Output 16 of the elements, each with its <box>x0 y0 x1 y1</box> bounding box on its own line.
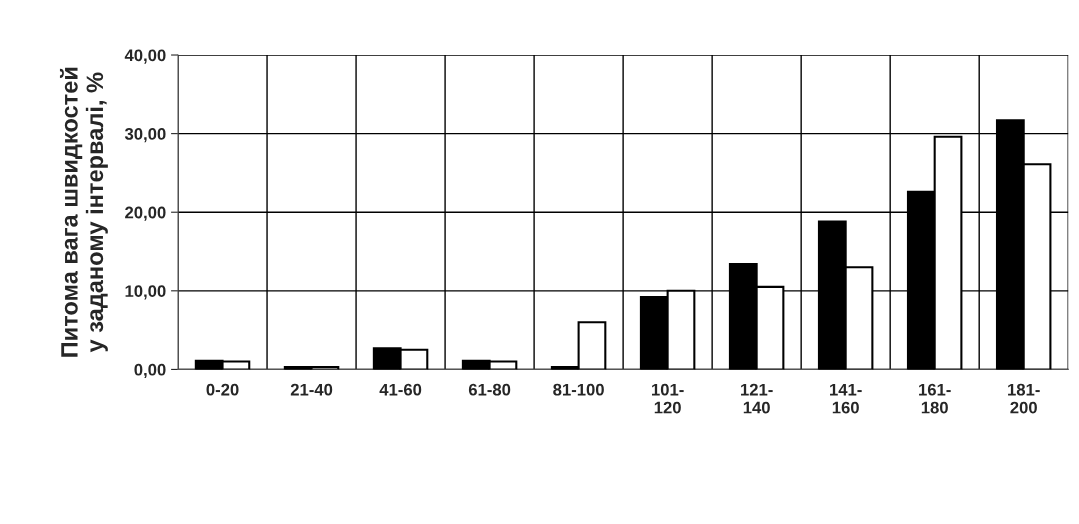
x-tick-label: 41-60 <box>379 383 422 396</box>
x-tick-label: 181- 200 <box>1008 383 1040 414</box>
y-tick-label: 30,00 <box>124 128 166 143</box>
x-tick-label: 121- 140 <box>741 383 773 414</box>
x-tick-label: 141- 160 <box>830 383 862 414</box>
x-tick-label: 61-80 <box>468 383 511 396</box>
y-tick-label: 40,00 <box>124 49 166 64</box>
x-tick-label: 101- 120 <box>652 383 684 414</box>
y-tick-label: 0,00 <box>134 363 166 379</box>
x-tick-label: 81-100 <box>553 383 604 396</box>
x-tick-label: 21-40 <box>290 383 333 396</box>
y-tick-label: 20,00 <box>125 206 166 221</box>
y-tick-label: 10,00 <box>125 285 166 300</box>
y-axis-title: Питома вага швидкостей у заданому інтервалі, % <box>59 67 108 357</box>
x-tick-label: 161- 180 <box>919 383 951 414</box>
x-tick-label: 0-20 <box>206 383 239 396</box>
